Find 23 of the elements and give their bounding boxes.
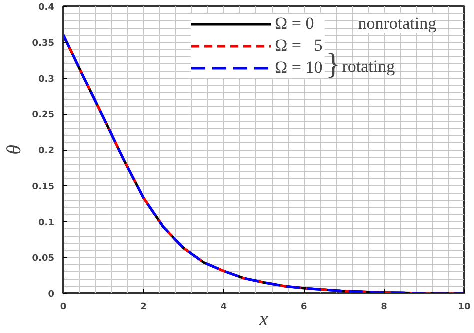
y-tick-label: 0.25 — [32, 110, 55, 121]
y-tick-label: 0.05 — [32, 254, 55, 264]
y-tick-label: 0.15 — [32, 182, 55, 192]
y-tick-label: 0 — [48, 290, 55, 300]
legend-label: Ω = 0 — [275, 14, 316, 34]
y-tick-label: 0.35 — [32, 38, 55, 49]
legend-label: Ω = 10 — [275, 58, 324, 78]
x-tick-label: 6 — [300, 302, 308, 312]
y-tick-label: 0.4 — [38, 3, 55, 13]
y-tick-label: 0.1 — [38, 218, 55, 228]
x-tick-label: 0 — [60, 302, 67, 312]
y-tick-label: 0.3 — [38, 74, 55, 85]
y-axis-title: θ — [3, 144, 26, 155]
x-tick-label: 8 — [381, 302, 388, 312]
x-axis-title: x — [258, 308, 269, 330]
legend-label: Ω = 5 — [275, 36, 324, 56]
x-tick-label: 4 — [220, 302, 228, 312]
x-tick-label: 2 — [140, 302, 147, 312]
annotation: nonrotating — [358, 14, 438, 34]
annotation: } — [326, 48, 341, 82]
x-tick-label: 10 — [458, 302, 471, 312]
y-tick-label: 0.2 — [38, 146, 55, 156]
annotation: rotating — [342, 57, 396, 76]
